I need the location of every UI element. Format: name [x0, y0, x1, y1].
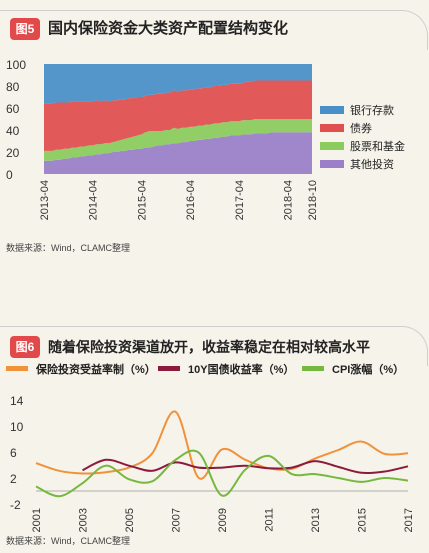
y-tick-label: -2 [10, 498, 21, 512]
legend-label: 其他投资 [350, 157, 394, 171]
x-tick-label: 2011 [264, 508, 276, 532]
yield-line-chart: 保险投资受益率制（%） 10Y国债收益率（%） CPI涨幅（%） -2 2 6 10 14 20… [6, 362, 415, 532]
legend-swatch [320, 142, 344, 150]
y-tick-label: 60 [6, 102, 20, 116]
y-tick-label: 100 [6, 58, 26, 72]
legend-swatch [158, 366, 180, 371]
area-series-2 [44, 80, 312, 151]
figure-5-panel: 图5 国内保险资金大类资产配置结构变化 0 20 40 60 80 100 2013-04 2… [0, 0, 429, 268]
y-tick-label: 2 [10, 472, 17, 486]
x-tick-label: 2014-04 [88, 180, 100, 220]
x-tick-label: 2015-04 [136, 180, 148, 220]
figure-6-panel: 图6 随着保险投资渠道放开，收益率稳定在相对较高水平 保险投资受益率制（%） 10… [0, 316, 429, 553]
x-tick-label: 2007 [171, 508, 183, 532]
x-tick-label: 2018-04 [283, 180, 295, 220]
y-tick-label: 10 [10, 420, 24, 434]
legend-swatch [302, 366, 324, 371]
area-series-1 [44, 119, 312, 161]
panel-frame-corner [388, 10, 428, 50]
legend-label: CPI涨幅（%） [332, 362, 404, 376]
panel-frame-line [0, 326, 402, 327]
x-tick-label: 2015 [357, 508, 369, 532]
legend-label: 银行存款 [350, 103, 394, 117]
figure-title: 国内保险资金大类资产配置结构变化 [48, 20, 289, 37]
legend-label: 10Y国债收益率（%） [188, 362, 294, 376]
line-series-1 [82, 458, 409, 475]
legend-label: 股票和基金 [350, 139, 405, 153]
x-tick-label: 2009 [217, 508, 229, 532]
panel-frame-line [0, 10, 402, 11]
y-tick-label: 20 [6, 146, 20, 160]
x-tick-label: 2016-04 [185, 180, 197, 220]
area-series-0 [44, 132, 312, 174]
legend-label: 债券 [350, 121, 372, 135]
x-tick-label: 2013 [310, 508, 322, 532]
line-series-2 [35, 449, 409, 498]
line-series-0 [35, 410, 409, 480]
x-tick-label: 2013-04 [39, 180, 51, 220]
legend-swatch [320, 160, 344, 168]
legend-swatch [320, 124, 344, 132]
panel-frame-corner [388, 326, 428, 366]
area-series-3 [44, 64, 312, 104]
figure-badge: 图6 [10, 336, 40, 358]
x-tick-label: 2005 [124, 508, 136, 532]
legend-label: 保险投资受益率制（%） [35, 362, 156, 376]
x-tick-label: 2018-10 [307, 180, 319, 220]
y-tick-label: 6 [10, 446, 17, 460]
x-tick-label: 2017 [403, 508, 415, 532]
y-tick-label: 0 [6, 168, 13, 182]
x-tick-label: 2017-04 [234, 180, 246, 220]
legend-swatch [6, 366, 28, 371]
y-tick-label: 40 [6, 124, 20, 138]
figure-title: 随着保险投资渠道放开，收益率稳定在相对较高水平 [48, 339, 370, 355]
x-tick-label: 2001 [31, 508, 43, 532]
data-source-note: 数据来源：Wind，CLAMC整理 [6, 243, 131, 253]
legend-swatch [320, 106, 344, 114]
figure-badge: 图5 [10, 18, 40, 40]
asset-allocation-chart: 0 20 40 60 80 100 2013-04 2014-04 2015-04 2016-04… [6, 58, 405, 220]
x-tick-label: 2003 [78, 508, 90, 532]
y-tick-label: 80 [6, 80, 20, 94]
data-source-note: 数据来源：Wind，CLAMC整理 [6, 536, 131, 546]
y-tick-label: 14 [10, 394, 24, 408]
